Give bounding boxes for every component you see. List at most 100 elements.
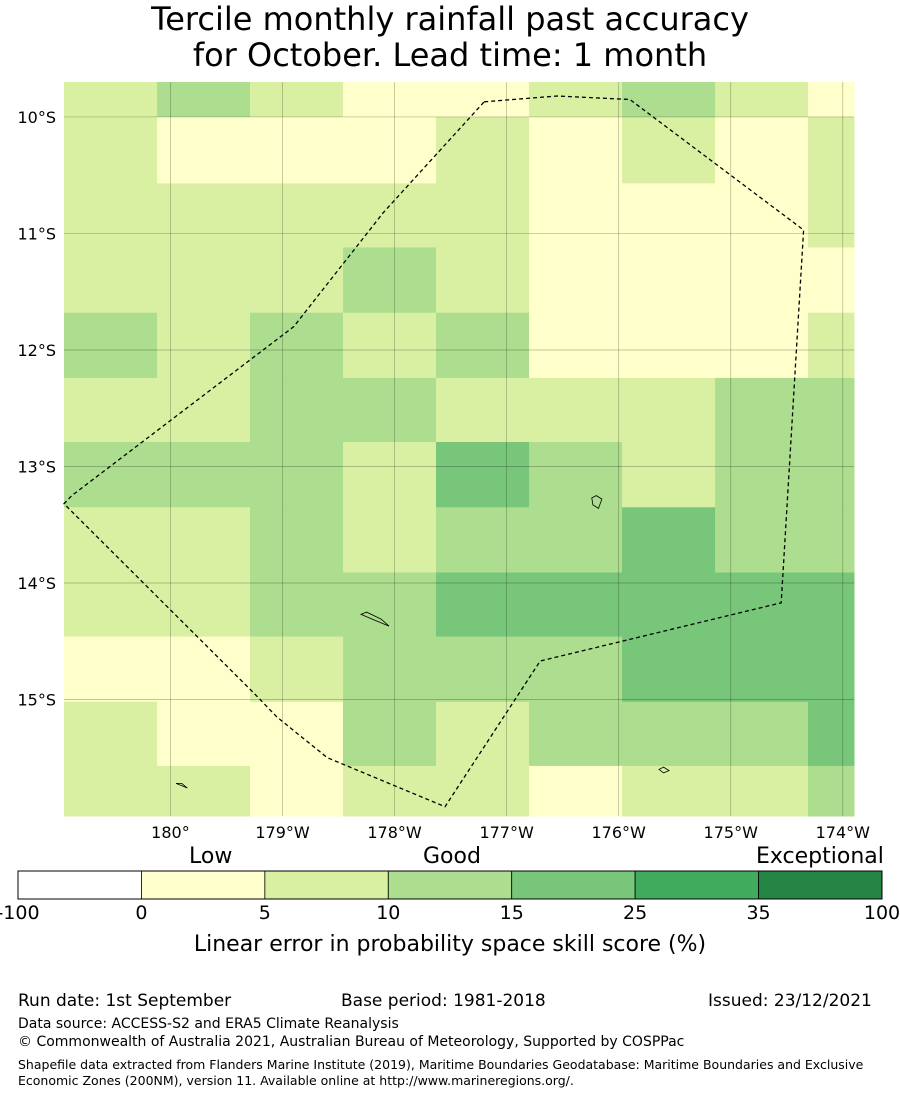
skill-cell — [343, 765, 437, 817]
skill-cell — [622, 765, 716, 817]
skill-cell — [250, 183, 344, 248]
skill-cell — [715, 116, 809, 184]
skill-cell — [343, 183, 437, 248]
skill-cell — [436, 312, 530, 379]
skill-cell — [715, 82, 809, 118]
longitude-tick-label: 180° — [151, 823, 190, 842]
skill-cell — [343, 247, 437, 314]
skill-cell — [622, 116, 716, 184]
skill-cell — [436, 183, 530, 248]
skill-cell — [343, 377, 437, 443]
skill-cell — [529, 701, 623, 767]
shapefile-credit: Shapefile data extracted from Flanders M… — [18, 1057, 864, 1088]
skill-cell — [529, 183, 623, 248]
island-outline — [175, 783, 188, 789]
skill-cell — [436, 507, 530, 573]
skill-cell — [157, 247, 251, 314]
island-outline — [359, 611, 390, 627]
skill-cell — [808, 701, 855, 767]
skill-cell — [157, 442, 251, 508]
category-good-label: Good — [423, 844, 481, 869]
skill-cell — [436, 765, 530, 817]
island-outline — [591, 495, 603, 510]
colorbar-segment — [387, 870, 513, 900]
longitude-tick-label: 176°W — [592, 823, 647, 842]
skill-cell — [343, 82, 437, 118]
colorbar-segment — [511, 870, 636, 900]
skill-cell — [622, 442, 716, 508]
skill-cell — [250, 765, 344, 817]
colorbar-frame — [17, 870, 883, 900]
skill-cell — [157, 701, 251, 767]
skill-cell — [64, 183, 158, 248]
skill-cell — [250, 572, 344, 638]
longitude-tick-label: 177°W — [479, 823, 534, 842]
skill-cell — [529, 507, 623, 573]
coastlines — [175, 495, 670, 789]
skill-cell — [157, 507, 251, 573]
skill-cell — [808, 116, 855, 184]
skill-cell — [529, 765, 623, 817]
colorbar-tick-label: 0 — [135, 902, 148, 924]
skill-cell — [343, 701, 437, 767]
map-title-line-1: Tercile monthly rainfall past accuracy — [151, 0, 749, 38]
skill-cell — [436, 572, 530, 638]
colorbar — [17, 870, 883, 900]
skill-cell — [808, 442, 855, 508]
skill-cell — [715, 377, 809, 443]
latitude-labels: 10°S 11°S 12°S 13°S 14°S 15°S — [17, 108, 56, 710]
colorbar-axis-title: Linear error in probability space skill … — [193, 932, 707, 957]
skill-cell — [808, 636, 855, 703]
map-figure: 10°S11°S12°S13°S14°S15°S 180° 179°W 178°W 1… — [17, 82, 883, 900]
skill-cell — [64, 701, 158, 767]
colorbar-segment — [141, 870, 266, 900]
skill-cell — [715, 507, 809, 573]
skill-cell — [529, 377, 623, 443]
skill-cell — [436, 442, 530, 508]
skill-cell — [715, 636, 809, 703]
skill-cell — [529, 312, 623, 379]
skill-cell — [250, 442, 344, 508]
skill-cell — [622, 507, 716, 573]
colorbar-tick-label: 5 — [258, 902, 271, 924]
run-date: Run date: 1st September — [18, 991, 232, 1011]
skill-cell — [808, 247, 855, 314]
skill-cell — [250, 636, 344, 703]
colorbar-tick-label: 25 — [623, 902, 648, 924]
copyright-notice: © Commonwealth of Australia 2021, Austra… — [18, 1034, 685, 1050]
skill-cell — [64, 82, 158, 118]
skill-cell — [157, 377, 251, 443]
base-period: Base period: 1981-2018 — [341, 991, 546, 1011]
skill-cell — [250, 507, 344, 573]
skill-cell — [343, 636, 437, 703]
skill-cell — [157, 312, 251, 379]
skill-cell — [64, 442, 158, 508]
skill-cell — [64, 636, 158, 703]
graticule — [64, 82, 854, 816]
skill-cell — [715, 312, 809, 379]
skill-cell — [622, 572, 716, 638]
colorbar-tick-label: 35 — [746, 902, 771, 924]
skill-cell — [157, 82, 251, 118]
colorbar-tick-label: 15 — [499, 902, 524, 924]
skill-cell — [436, 377, 530, 443]
colorbar-tick-label: -100 — [0, 902, 40, 924]
skill-cell — [157, 636, 251, 703]
map-title-line-2: for October. Lead time: 1 month — [192, 36, 708, 74]
skill-cell — [436, 636, 530, 703]
skill-cell — [622, 636, 716, 703]
skill-cell — [529, 636, 623, 703]
skill-cell — [250, 377, 344, 443]
colorbar-segment — [264, 870, 389, 900]
skill-cell — [64, 116, 158, 184]
island-outline — [658, 766, 670, 774]
colorbar-segment — [17, 870, 142, 900]
skill-cell — [436, 116, 530, 184]
longitude-tick-label: 179°W — [255, 823, 310, 842]
colorbar-segment — [758, 870, 883, 900]
data-source: Data source: ACCESS-S2 and ERA5 Climate … — [18, 1016, 399, 1032]
skill-cell — [250, 82, 344, 118]
skill-cell — [715, 247, 809, 314]
skill-cell — [808, 82, 855, 118]
skill-cell — [529, 116, 623, 184]
